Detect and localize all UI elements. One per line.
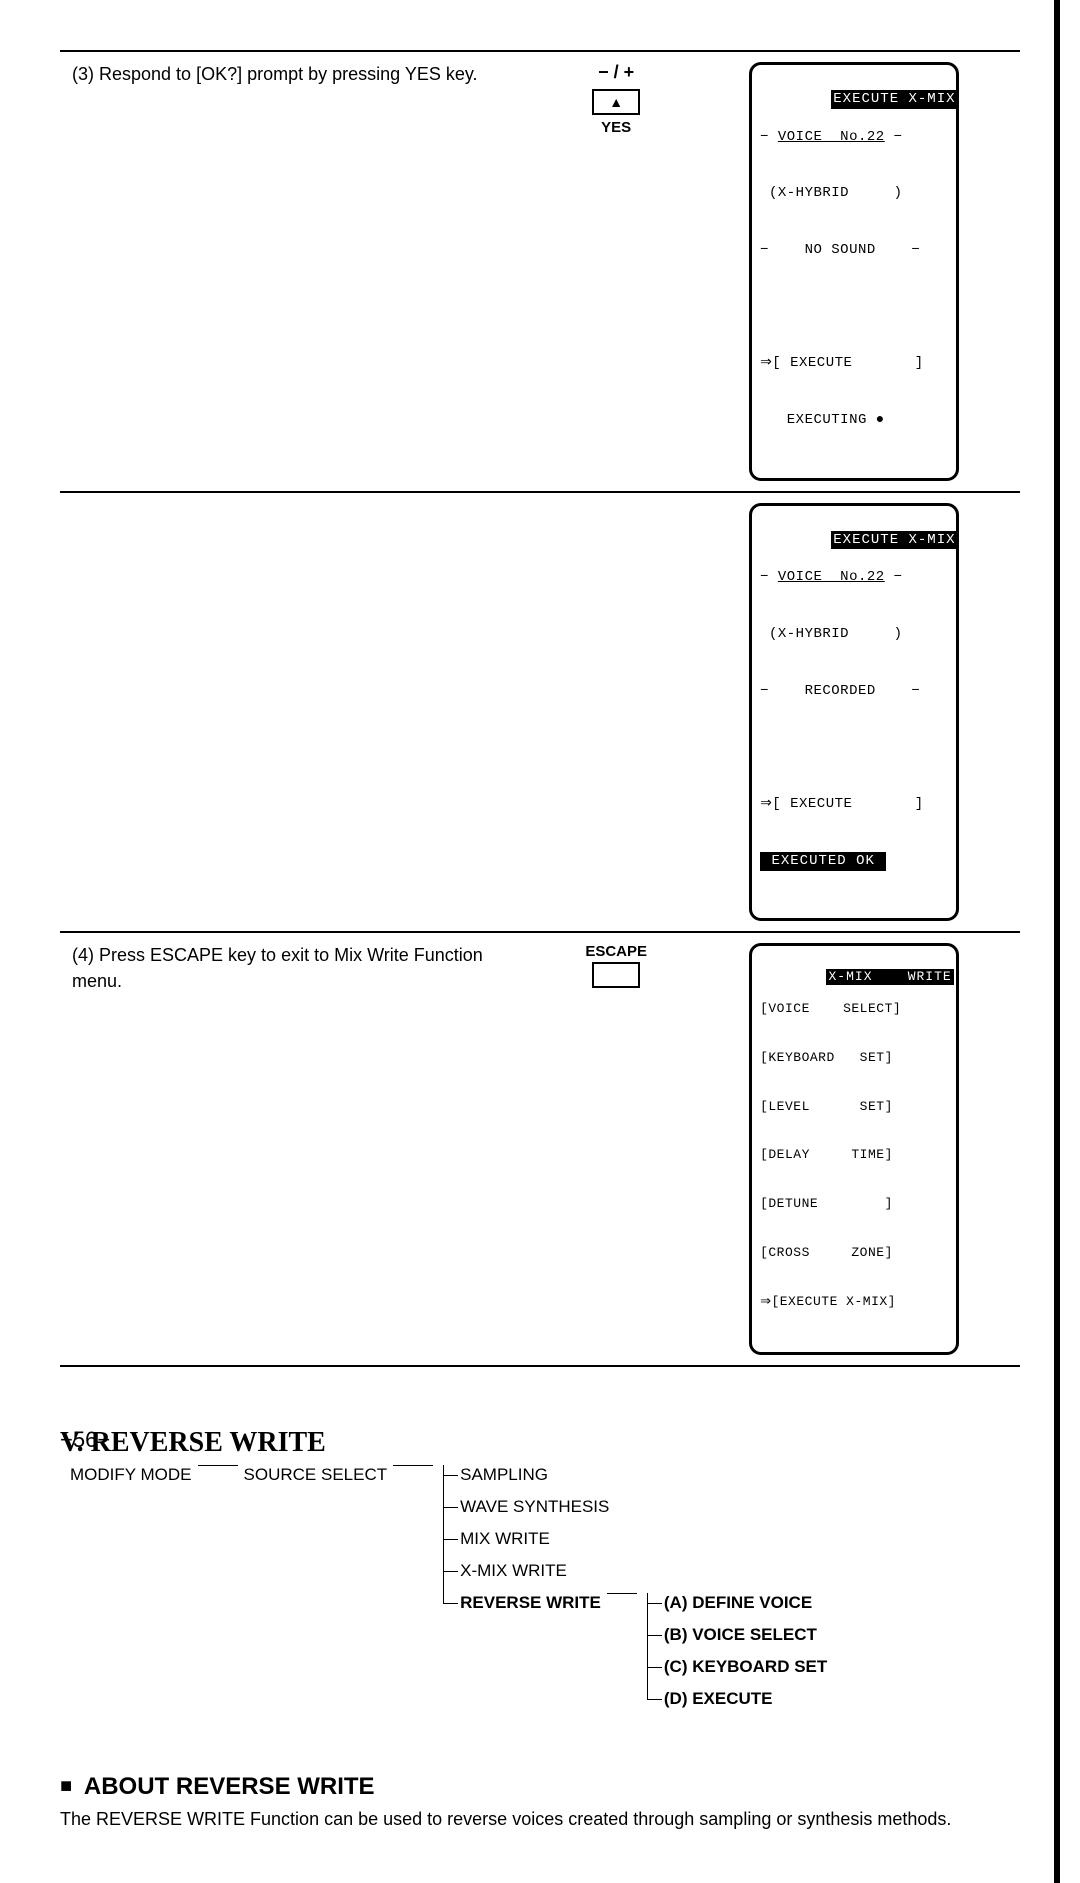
step-instruction: (4) Press ESCAPE key to exit to Mix Writ… (60, 932, 495, 1366)
step-lcd: EXECUTE X-MIX − VOICE No.22 − (X-HYBRID … (737, 492, 1020, 933)
section-title: REVERSE WRITE (91, 1427, 326, 1458)
step-instruction (60, 492, 495, 933)
tree-subitem: (B) VOICE SELECT (664, 1625, 817, 1644)
step-key (495, 492, 737, 933)
tree-item: REVERSE WRITE (460, 1593, 601, 1613)
tree-item: X-MIX WRITE (460, 1561, 567, 1580)
tree-subitem: (A) DEFINE VOICE (664, 1593, 812, 1612)
key-box: ▲ (592, 89, 640, 115)
lcd-panel: EXECUTE X-MIX − VOICE No.22 − (X-HYBRID … (749, 503, 959, 922)
key-symbol: − / + (507, 62, 725, 83)
instruction-text: (3) Respond to [OK?] prompt by pressing … (72, 64, 478, 84)
lcd-title: EXECUTE X-MIX (831, 90, 957, 109)
step-key: ESCAPE (495, 932, 737, 1366)
page-number: −56− (60, 1427, 110, 1453)
section-heading: V. REVERSE WRITE (60, 1427, 1020, 1459)
tree-level1: SOURCE SELECT (244, 1465, 388, 1485)
steps-table: (3) Respond to [OK?] prompt by pressing … (60, 50, 1020, 1367)
lcd-title: X-MIX WRITE (826, 969, 953, 985)
lcd-panel: EXECUTE X-MIX − VOICE No.22 − (X-HYBRID … (749, 62, 959, 481)
step-lcd: EXECUTE X-MIX − VOICE No.22 − (X-HYBRID … (737, 51, 1020, 492)
lcd-panel: X-MIX WRITE [VOICE SELECT] [KEYBOARD SET… (749, 943, 959, 1355)
tree-item: MIX WRITE (460, 1529, 550, 1548)
step-instruction: (3) Respond to [OK?] prompt by pressing … (60, 51, 495, 492)
step-lcd: X-MIX WRITE [VOICE SELECT] [KEYBOARD SET… (737, 932, 1020, 1366)
tree-item: WAVE SYNTHESIS (460, 1497, 609, 1516)
tree-subitem: (C) KEYBOARD SET (664, 1657, 827, 1676)
subsection-body: The REVERSE WRITE Function can be used t… (60, 1807, 1020, 1832)
step-key: − / + ▲ YES (495, 51, 737, 492)
tree-branches: SAMPLING WAVE SYNTHESIS MIX WRITE X-MIX … (443, 1465, 827, 1721)
tree-root: MODIFY MODE (70, 1465, 192, 1485)
instruction-text: (4) Press ESCAPE key to exit to Mix Writ… (72, 945, 483, 990)
key-label: ESCAPE (507, 943, 725, 960)
lcd-title: EXECUTE X-MIX (831, 531, 957, 550)
tree-subbranches: (A) DEFINE VOICE (B) VOICE SELECT (C) KE… (647, 1593, 827, 1709)
key-label: YES (507, 119, 725, 136)
menu-tree: MODIFY MODE SOURCE SELECT SAMPLING WAVE … (70, 1465, 1020, 1733)
page-edge (1054, 0, 1060, 1883)
tree-subitem: (D) EXECUTE (664, 1689, 773, 1708)
tree-item: SAMPLING (460, 1465, 548, 1484)
subsection-heading: ■ ABOUT REVERSE WRITE (60, 1773, 1020, 1801)
subsection-title: ABOUT REVERSE WRITE (84, 1773, 375, 1800)
bullet-icon: ■ (60, 1775, 72, 1797)
key-box (592, 962, 640, 988)
